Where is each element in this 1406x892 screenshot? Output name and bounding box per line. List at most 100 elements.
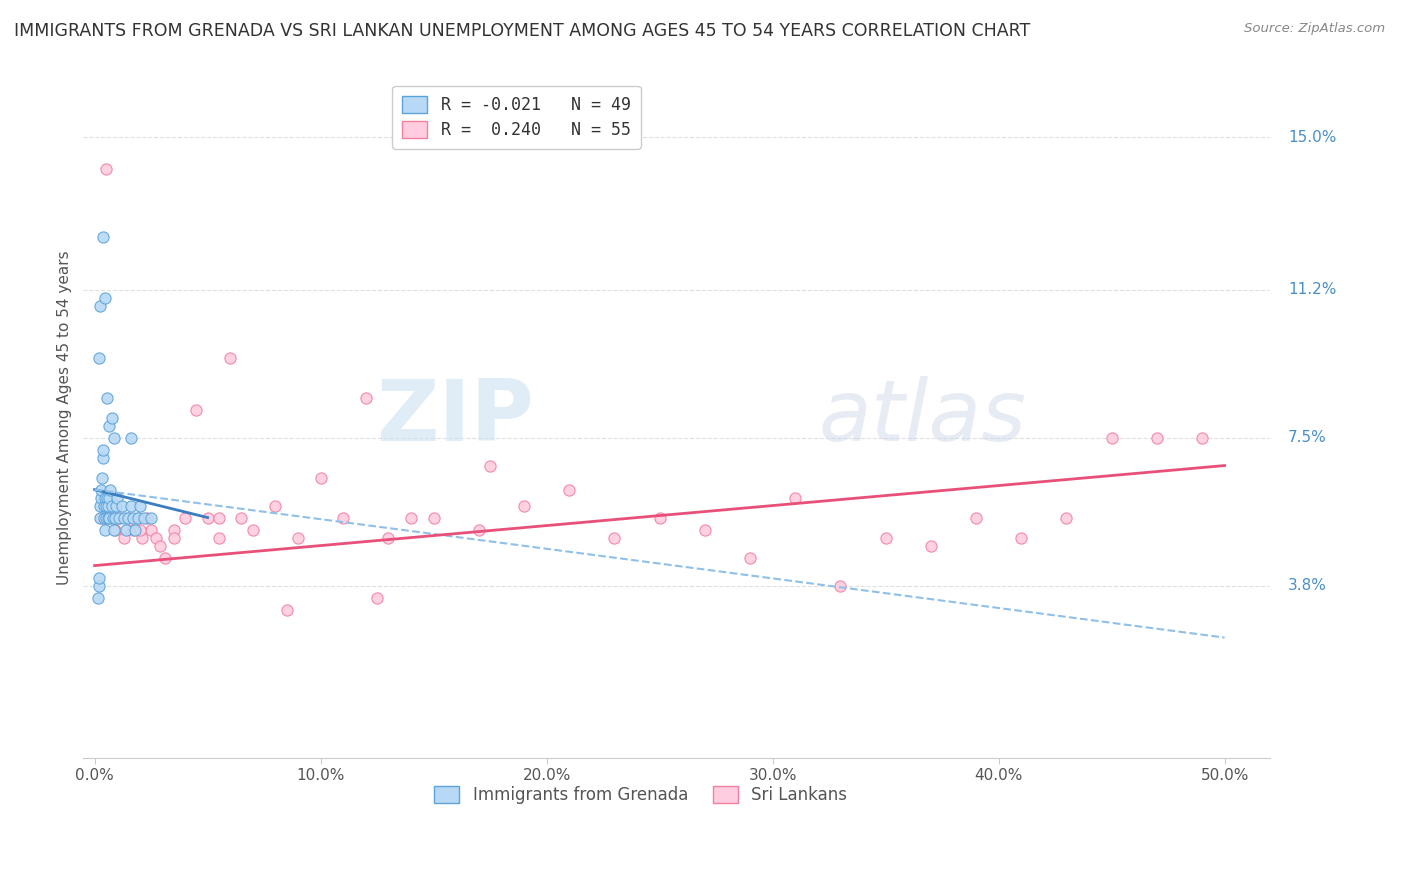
Point [1146,431,1168,445]
Point [91,442,114,457]
Point [117,510,139,524]
Point [96,391,118,405]
Point [94,291,117,305]
Point [219,351,242,365]
Point [1054,510,1077,524]
Point [131,531,153,545]
Point [111,499,134,513]
Point [377,531,399,545]
Point [965,510,987,524]
Point [231,510,253,524]
Point [163,531,186,545]
Point [134,510,156,524]
Text: IMMIGRANTS FROM GRENADA VS SRI LANKAN UNEMPLOYMENT AMONG AGES 45 TO 54 YEARS COR: IMMIGRANTS FROM GRENADA VS SRI LANKAN UN… [14,22,1031,40]
Point [87,571,110,585]
Point [94,510,117,524]
Point [738,550,761,565]
Point [100,410,122,425]
Point [287,531,309,545]
Point [105,491,128,505]
Point [90,510,112,524]
Point [93,499,115,513]
Point [174,510,197,524]
Point [693,523,716,537]
Point [648,510,671,524]
Text: atlas: atlas [818,376,1026,459]
Point [97,510,120,524]
Text: 7.5%: 7.5% [1288,430,1327,445]
Point [558,483,581,497]
Text: Source: ZipAtlas.com: Source: ZipAtlas.com [1244,22,1385,36]
Point [91,450,114,465]
Text: ZIP: ZIP [377,376,534,459]
Point [208,531,231,545]
Point [104,523,127,537]
Point [89,298,111,312]
Point [309,470,332,484]
Y-axis label: Unemployment Among Ages 45 to 54 years: Unemployment Among Ages 45 to 54 years [58,251,72,585]
Point [208,510,231,524]
Point [96,491,118,505]
Point [875,531,897,545]
Point [98,418,121,433]
Point [264,499,287,513]
Point [100,510,122,524]
Point [115,523,138,537]
Point [1191,431,1213,445]
Point [124,523,146,537]
Point [103,431,125,445]
Text: 15.0%: 15.0% [1288,130,1336,145]
Point [89,510,111,524]
Point [830,578,852,592]
Point [603,531,626,545]
Point [513,499,536,513]
Point [105,499,128,513]
Point [163,523,186,537]
Point [100,499,122,513]
Point [276,602,298,616]
Legend: Immigrants from Grenada, Sri Lankans: Immigrants from Grenada, Sri Lankans [425,776,858,814]
Point [139,510,162,524]
Point [422,510,444,524]
Point [90,470,112,484]
Point [90,491,112,505]
Point [920,539,942,553]
Point [105,510,128,524]
Point [98,491,121,505]
Point [87,578,110,592]
Point [468,523,491,537]
Point [186,402,208,417]
Point [197,510,219,524]
Point [153,550,176,565]
Text: 11.2%: 11.2% [1288,282,1336,297]
Point [94,162,117,177]
Point [96,499,118,513]
Point [135,510,157,524]
Point [242,523,264,537]
Point [366,591,388,605]
Point [97,510,120,524]
Point [139,523,162,537]
Point [101,510,124,524]
Point [89,499,111,513]
Point [100,483,122,497]
Text: 3.8%: 3.8% [1288,578,1327,593]
Point [94,491,117,505]
Point [479,458,502,473]
Point [127,510,149,524]
Point [785,491,807,505]
Point [90,483,112,497]
Point [87,351,110,365]
Point [122,510,145,524]
Point [120,499,142,513]
Point [354,391,377,405]
Point [332,510,354,524]
Point [117,510,139,524]
Point [94,523,117,537]
Point [104,510,127,524]
Point [91,230,114,244]
Point [1010,531,1032,545]
Point [120,431,142,445]
Point [128,499,150,513]
Point [103,523,125,537]
